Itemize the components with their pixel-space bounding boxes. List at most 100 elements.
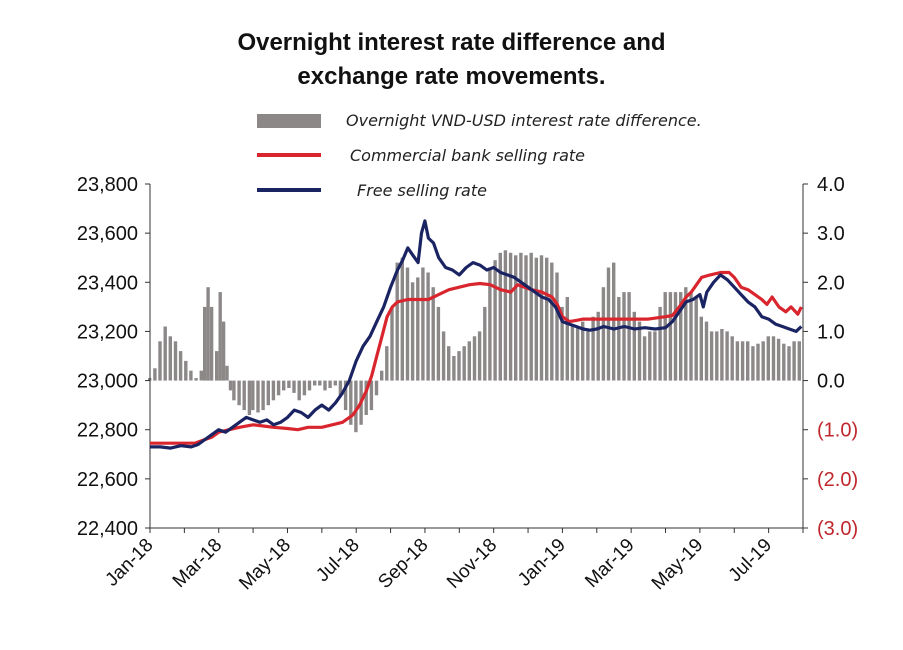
- bar-interest-diff: [328, 380, 332, 388]
- bar-interest-diff: [524, 255, 528, 381]
- bar-interest-diff: [570, 326, 575, 381]
- left-tick-label: 23,200: [77, 321, 138, 343]
- bar-interest-diff: [653, 331, 657, 381]
- bar-interest-diff: [426, 272, 430, 381]
- legend-item-bank-rate: Commercial bank selling rate: [257, 146, 585, 165]
- bar-interest-diff: [725, 331, 729, 381]
- bar-interest-diff: [173, 341, 178, 381]
- bar-interest-diff: [323, 380, 327, 391]
- bar-interest-diff: [251, 380, 255, 411]
- bar-interest-diff: [746, 341, 750, 381]
- bar-interest-diff: [343, 380, 348, 411]
- legend-swatch-interest-diff: [257, 114, 321, 128]
- bar-interest-diff: [297, 380, 301, 401]
- bar-interest-diff: [617, 297, 621, 381]
- bar-interest-diff: [467, 341, 471, 381]
- bar-interest-diff: [209, 306, 214, 381]
- bar-interest-diff: [622, 292, 626, 381]
- legend-label-free-rate: Free selling rate: [357, 181, 487, 200]
- bar-interest-diff: [673, 292, 678, 381]
- bar-interest-diff: [704, 321, 709, 381]
- bar-interest-diff: [457, 351, 461, 381]
- legend-label-interest-diff: Overnight VND-USD interest rate differen…: [346, 111, 702, 130]
- legend: Overnight VND-USD interest rate differen…: [257, 111, 702, 200]
- bar-interest-diff: [168, 336, 172, 381]
- bar-interest-diff: [689, 292, 693, 381]
- x-tick-label: May-18: [235, 535, 295, 595]
- bar-interest-diff: [627, 292, 631, 381]
- x-tick-label: Jan-19: [514, 535, 570, 591]
- left-tick-label: 23,800: [77, 174, 138, 196]
- bar-interest-diff: [333, 380, 337, 386]
- bar-interest-diff: [776, 338, 781, 381]
- bar-interest-diff: [292, 380, 296, 393]
- bar-interest-diff: [354, 380, 358, 433]
- bar-interest-diff: [575, 326, 580, 381]
- bar-interest-diff: [287, 380, 291, 388]
- bar-interest-diff: [206, 287, 210, 381]
- bar-interest-diff: [761, 341, 765, 381]
- legend-item-interest-diff: Overnight VND-USD interest rate differen…: [257, 111, 702, 130]
- tick-labels: 23,800 23,600 23,400 23,200 23,000 22,800 22,6…: [77, 174, 858, 594]
- axes: [145, 183, 808, 533]
- bar-interest-diff: [256, 380, 260, 413]
- bar-interest-diff: [153, 368, 157, 381]
- bar-interest-diff: [472, 336, 477, 381]
- bar-interest-diff: [679, 292, 683, 381]
- bar-interest-diff: [237, 380, 241, 406]
- bar-interest-diff: [242, 380, 246, 411]
- bar-interest-diff: [663, 292, 667, 381]
- x-tick-label: Jan-18: [102, 535, 158, 591]
- left-tick-label: 23,600: [77, 223, 138, 245]
- bar-interest-diff: [596, 311, 600, 381]
- x-tick-label: Jul-19: [725, 535, 776, 586]
- bar-interest-diff: [215, 351, 219, 381]
- bar-interest-diff: [390, 306, 394, 381]
- bar-interest-diff: [642, 336, 647, 381]
- line-bank-selling-rate: [150, 270, 803, 445]
- bar-interest-diff: [503, 250, 508, 381]
- bar-interest-diff: [282, 380, 286, 391]
- bar-interest-diff: [247, 380, 252, 415]
- bar-interest-diff: [266, 380, 270, 406]
- x-tick-label: May-19: [648, 535, 708, 595]
- bar-interest-diff: [565, 297, 569, 381]
- bar-interest-diff: [539, 255, 544, 381]
- right-tick-label: 0.0: [817, 371, 845, 393]
- bar-interest-diff: [395, 262, 399, 381]
- bar-interest-diff: [581, 321, 585, 381]
- bar-interest-diff: [232, 380, 236, 401]
- right-tick-label: 2.0: [817, 272, 845, 294]
- bar-interest-diff: [668, 292, 673, 381]
- left-tick-label: 22,600: [77, 469, 138, 491]
- right-tick-label: 1.0: [817, 321, 845, 343]
- line-series: [150, 219, 803, 450]
- bar-interest-diff: [787, 346, 791, 381]
- bar-interest-diff: [228, 380, 233, 391]
- bar-interest-diff: [385, 346, 389, 381]
- right-tick-label: (1.0): [817, 420, 858, 442]
- bar-interest-diff: [221, 321, 226, 381]
- bar-interest-diff: [441, 331, 446, 381]
- bar-interest-diff: [178, 351, 183, 381]
- bar-interest-diff: [555, 272, 559, 381]
- bar-interest-diff: [313, 380, 317, 386]
- bar-interest-diff: [488, 267, 492, 381]
- left-tick-label: 23,400: [77, 272, 138, 294]
- left-tick-label: 23,000: [77, 371, 138, 393]
- bar-interest-diff: [199, 370, 203, 381]
- bar-interest-diff: [203, 306, 207, 381]
- legend-item-free-rate: Free selling rate: [257, 181, 487, 200]
- bar-interest-diff: [792, 341, 796, 381]
- bar-interest-diff: [560, 306, 564, 381]
- bar-interest-diff: [369, 380, 374, 411]
- x-tick-label: Mar-19: [581, 535, 638, 592]
- bar-interest-diff: [771, 336, 776, 381]
- bar-interest-diff: [601, 287, 606, 381]
- bar-interest-diff: [163, 326, 167, 381]
- bar-interest-diff: [307, 380, 312, 391]
- legend-label-bank-rate: Commercial bank selling rate: [350, 146, 585, 165]
- bar-interest-diff: [462, 346, 466, 381]
- bar-interest-diff: [658, 306, 662, 381]
